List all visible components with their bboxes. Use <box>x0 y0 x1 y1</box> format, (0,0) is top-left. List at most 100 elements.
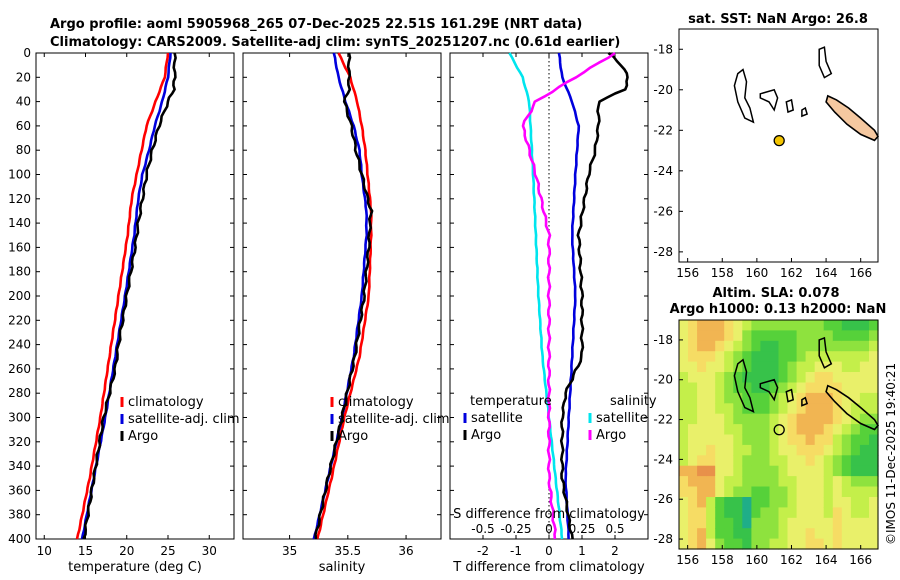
sla-cell <box>706 538 716 550</box>
x-tick-label: 156 <box>676 266 699 280</box>
sla-cell <box>688 507 698 519</box>
sla-cell <box>869 486 879 498</box>
x-tick-label: 160 <box>745 553 768 567</box>
sla-cell <box>796 538 807 550</box>
sla-cell <box>733 465 743 477</box>
sla-cell <box>859 528 870 540</box>
y-tick-label: 220 <box>8 313 31 327</box>
sla-cell <box>697 444 707 456</box>
sla-cell <box>688 476 698 488</box>
sla-cell <box>850 538 861 550</box>
sla-cell <box>706 361 716 373</box>
sla-cell <box>796 476 807 488</box>
sla-cell <box>778 403 789 415</box>
sla-cell <box>751 507 761 519</box>
sla-cell <box>814 517 825 529</box>
sla-cell <box>814 444 825 456</box>
sla-cell <box>742 351 752 363</box>
sla-cell <box>742 372 752 383</box>
sla-cell <box>832 476 843 488</box>
sla-cell <box>742 528 752 540</box>
sla-cell <box>742 538 752 550</box>
sla-cell <box>850 486 861 498</box>
sla-cell <box>859 497 870 508</box>
sla-cell <box>823 361 834 373</box>
sla-cell <box>796 465 807 477</box>
sla-cell <box>706 455 716 467</box>
y-tick-label: -28 <box>653 245 673 259</box>
sla-cell <box>724 424 734 436</box>
sla-cell <box>679 424 689 436</box>
sla-cell <box>733 320 743 331</box>
sla-cell <box>742 434 752 446</box>
sla-cell <box>796 330 807 342</box>
sla-cell <box>805 444 816 456</box>
sla-cell <box>796 403 807 415</box>
sla-cell <box>869 465 879 477</box>
sla-cell <box>823 444 834 456</box>
sla-cell <box>679 497 689 508</box>
sla-cell <box>688 330 698 342</box>
sla-cell <box>869 444 879 456</box>
sla-cell <box>778 497 789 508</box>
sla-cell <box>769 528 780 540</box>
sla-cell <box>760 361 770 373</box>
sla-cell <box>679 403 689 415</box>
sla-cell <box>733 372 743 383</box>
sla-cell <box>841 382 852 394</box>
y-tick-label: 360 <box>8 483 31 497</box>
sla-map-title-line1: Altim. SLA: 0.078 <box>713 286 840 301</box>
y-tick-label: 100 <box>8 168 31 182</box>
sla-cell <box>869 538 879 550</box>
sla-cell <box>715 424 725 436</box>
sla-cell <box>760 455 770 467</box>
sla-cell <box>751 361 761 373</box>
sla-cell <box>859 340 870 352</box>
sla-cell <box>823 372 834 383</box>
sla-cell <box>859 455 870 467</box>
sla-cell <box>850 455 861 467</box>
sla-cell <box>778 330 789 342</box>
sla-cell <box>715 403 725 415</box>
sla-cell <box>869 403 879 415</box>
sla-cell <box>850 361 861 373</box>
sla-cell <box>724 340 734 352</box>
sla-cell <box>688 403 698 415</box>
sla-cell <box>760 528 770 540</box>
series-temperature-argo <box>559 51 629 540</box>
sla-cell <box>841 476 852 488</box>
sla-cell <box>733 476 743 488</box>
sla-cell <box>778 351 789 363</box>
sla-cell <box>778 538 789 550</box>
sla-cell <box>715 476 725 488</box>
x-tick-label: 164 <box>815 266 838 280</box>
sla-cell <box>778 528 789 540</box>
x-tick-label: 162 <box>780 553 803 567</box>
sla-cell <box>796 486 807 498</box>
sla-cell <box>778 413 789 425</box>
sla-cell <box>697 434 707 446</box>
sla-cell <box>751 413 761 425</box>
sla-cell <box>814 320 825 331</box>
sla-cell <box>850 528 861 540</box>
sla-cell <box>679 528 689 540</box>
sla-cell <box>841 507 852 519</box>
sla-cell <box>823 465 834 477</box>
sla-cell <box>832 403 843 415</box>
sla-cell <box>688 424 698 436</box>
sla-cell <box>841 538 852 550</box>
sla-cell <box>778 455 789 467</box>
sla-cell <box>841 351 852 363</box>
series-argo <box>314 52 374 540</box>
sla-cell <box>688 434 698 446</box>
sla-cell <box>697 330 707 342</box>
sla-cell <box>787 538 798 550</box>
coastline-4 <box>818 46 833 79</box>
sla-cell <box>760 330 770 342</box>
y-tick-label: 300 <box>8 411 31 425</box>
sla-cell <box>733 340 743 352</box>
legend-label: satellite-adj. clim <box>338 412 450 427</box>
top-tick-label: 0.5 <box>605 522 624 536</box>
legend-title-temperature: temperature <box>470 394 552 409</box>
